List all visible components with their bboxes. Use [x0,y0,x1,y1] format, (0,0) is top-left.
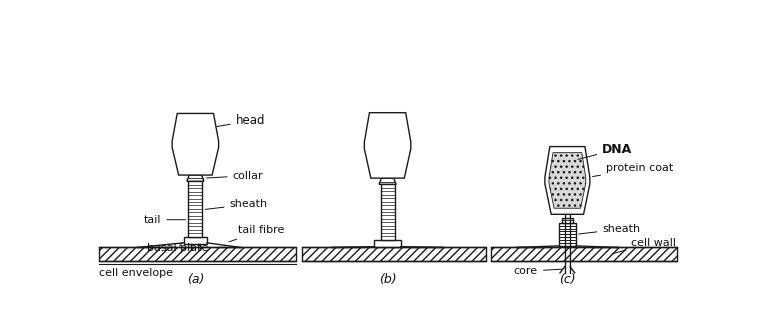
Polygon shape [549,153,586,208]
Bar [381,184,394,240]
Text: (c): (c) [559,273,575,286]
Text: protein coat: protein coat [593,163,674,177]
Polygon shape [379,178,396,184]
Text: (b): (b) [378,273,397,286]
Text: cell envelope: cell envelope [99,268,173,278]
Text: DNA: DNA [578,143,633,160]
Polygon shape [545,147,590,214]
Bar [302,247,486,261]
Text: tail fibre: tail fibre [229,225,285,242]
Text: head: head [217,114,265,127]
Bar [491,247,678,261]
Polygon shape [364,113,411,178]
Bar [562,218,573,223]
Bar [98,247,296,261]
Bar [375,240,400,247]
Bar [559,223,576,246]
Text: basal plate: basal plate [148,243,209,253]
Bar [188,181,202,237]
Text: (a): (a) [187,273,204,286]
Text: cell wall: cell wall [612,238,676,254]
Polygon shape [172,113,219,175]
Text: sheath: sheath [578,224,640,234]
Text: core: core [514,266,562,276]
Text: sheath: sheath [205,199,268,209]
Polygon shape [187,175,204,181]
Text: collar: collar [207,171,263,181]
Bar [184,237,207,245]
Text: tail: tail [144,215,185,225]
